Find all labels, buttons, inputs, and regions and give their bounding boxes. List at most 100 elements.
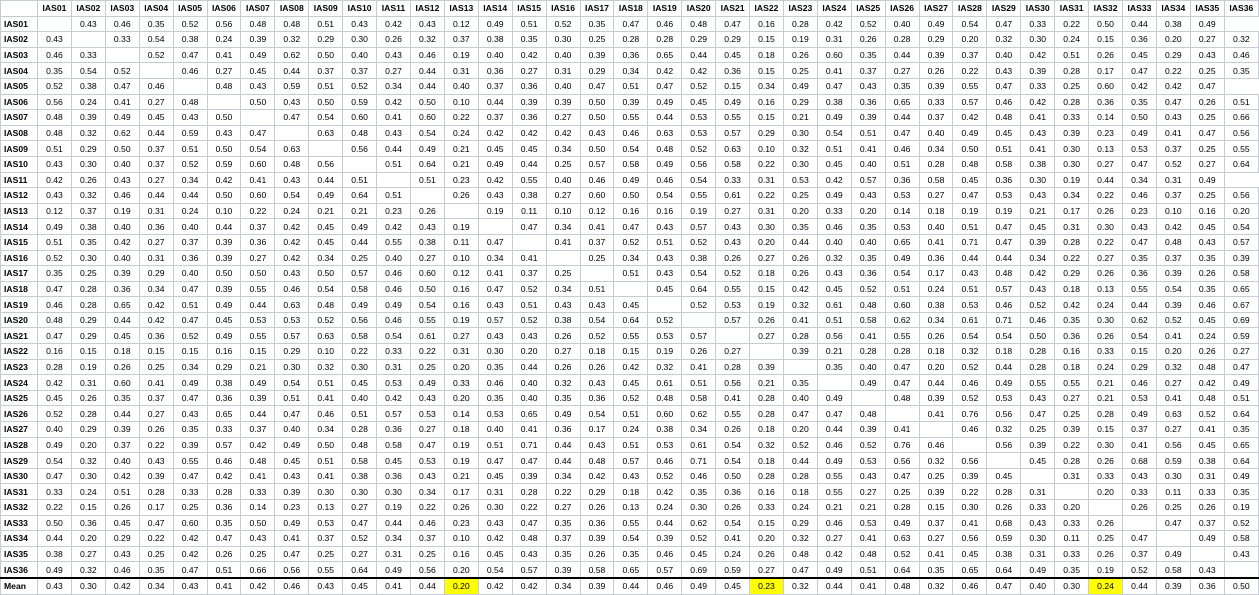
table-cell: 0.29 xyxy=(70,327,106,345)
table-cell: 0.33 xyxy=(715,171,751,189)
table-cell: 0.44 xyxy=(376,140,411,157)
table-cell: 0.20 xyxy=(1223,202,1259,220)
table-cell: 0.18 xyxy=(986,343,1022,360)
row-header: IAS28 xyxy=(0,436,38,454)
table-cell: 0.48 xyxy=(342,124,378,142)
table-cell: 0.52 xyxy=(681,140,717,157)
table-cell: 0.46 xyxy=(816,436,852,454)
table-cell: 0.37 xyxy=(104,436,140,454)
table-cell: 0.36 xyxy=(511,77,547,95)
table-cell: 0.27 xyxy=(1155,374,1191,391)
table-cell: 0.41 xyxy=(308,389,344,407)
column-header: IAS05 xyxy=(172,0,208,17)
table-cell: 0.25 xyxy=(342,249,378,267)
table-cell: 0.26 xyxy=(1189,265,1225,282)
row-header: IAS04 xyxy=(0,62,38,79)
table-cell: 0.37 xyxy=(952,46,988,64)
table-cell: 0.37 xyxy=(409,530,445,547)
table-cell: 0.37 xyxy=(70,202,106,220)
table-cell: 0.40 xyxy=(545,77,581,95)
table-cell: 0.25 xyxy=(884,483,920,500)
table-cell: 0.16 xyxy=(749,93,784,111)
mean-cell: 0.46 xyxy=(952,576,988,595)
table-cell: 0.15 xyxy=(613,343,649,360)
table-row: IAS11 0.42 0.26 0.43 0.27 0.34 0.42 0.41 0.43 0.4… xyxy=(0,171,1259,189)
table-cell: 0.24 xyxy=(715,545,751,563)
table-cell: 0.41 xyxy=(240,467,276,485)
table-cell: 0.40 xyxy=(342,46,378,64)
table-cell: 0.42 xyxy=(104,233,140,251)
table-cell: 0.27 xyxy=(1088,155,1123,173)
table-cell: 0.44 xyxy=(206,218,242,235)
table-cell: 0.29 xyxy=(782,93,818,111)
table-row: IAS09 0.51 0.29 0.50 0.37 0.51 0.50 0.54 0.63 0.5… xyxy=(0,140,1259,157)
mean-cell: 0.44 xyxy=(409,576,445,595)
table-cell: 0.52 xyxy=(172,15,208,33)
table-cell: 0.54 xyxy=(715,452,751,469)
table-cell: 0.20 xyxy=(1088,483,1123,500)
table-cell: 0.57 xyxy=(206,436,242,454)
table-cell: 0.27 xyxy=(1189,31,1225,48)
mean-cell: 0.49 xyxy=(681,576,717,595)
table-cell: 0.38 xyxy=(172,31,208,48)
table-cell: 0.35 xyxy=(104,389,140,407)
table-cell: 0.25 xyxy=(1155,499,1191,516)
table-cell: 0.17 xyxy=(1054,202,1090,220)
table-cell: 0.52 xyxy=(37,77,72,95)
table-cell: 0.37 xyxy=(1189,514,1225,532)
table-cell: 0.56 xyxy=(952,452,988,469)
table-cell: 0.57 xyxy=(511,561,547,579)
table-cell: 0.36 xyxy=(715,483,751,500)
table-cell: 0.48 xyxy=(206,77,242,95)
table-cell: 0.26 xyxy=(1088,265,1123,282)
table-cell: 0.39 xyxy=(749,358,784,376)
column-header: IAS35 xyxy=(1189,0,1225,17)
table-cell: 0.69 xyxy=(1223,311,1259,329)
table-cell: 0.42 xyxy=(579,467,615,485)
table-cell: 0.47 xyxy=(1189,77,1225,95)
table-cell: 0.68 xyxy=(1122,452,1157,469)
table-cell: 0.35 xyxy=(1189,249,1225,267)
table-cell: 0.22 xyxy=(749,155,784,173)
table-cell: 0.37 xyxy=(477,77,513,95)
table-cell: 0.53 xyxy=(409,452,445,469)
table-cell: 0.50 xyxy=(308,93,344,111)
table-cell: 0.52 xyxy=(37,249,72,267)
table-cell: 0.15 xyxy=(715,77,751,95)
table-cell: 0.64 xyxy=(342,187,378,204)
table-cell: 0.42 xyxy=(206,467,242,485)
table-cell: 0.34 xyxy=(1054,187,1090,204)
table-cell: 0.41 xyxy=(1189,421,1225,438)
table-cell: 0.40 xyxy=(850,358,886,376)
mean-cell: 0.39 xyxy=(1155,576,1191,595)
table-cell: 0.54 xyxy=(1155,280,1191,298)
table-cell: 0.47 xyxy=(1020,405,1056,423)
row-header: IAS13 xyxy=(0,202,38,220)
corner-cell xyxy=(0,0,38,17)
table-cell: 0.15 xyxy=(70,343,106,360)
table-cell: 0.50 xyxy=(1122,109,1157,126)
table-cell: 0.36 xyxy=(545,421,581,438)
table-cell: 0.45 xyxy=(986,467,1022,485)
table-cell: 0.49 xyxy=(409,374,445,391)
table-cell: 0.48 xyxy=(1155,233,1191,251)
table-cell: 0.58 xyxy=(681,389,717,407)
table-cell: 0.19 xyxy=(681,202,717,220)
mean-cell: 0.46 xyxy=(647,576,683,595)
table-cell: 0.46 xyxy=(1020,311,1056,329)
table-cell: 0.27 xyxy=(138,405,174,423)
table-cell: 0.44 xyxy=(782,452,818,469)
table-cell: 0.44 xyxy=(884,46,920,64)
table-cell: 0.28 xyxy=(1088,405,1123,423)
table-cell: 0.25 xyxy=(1189,140,1225,157)
table-cell: 0.40 xyxy=(511,389,547,407)
table-cell: 0.64 xyxy=(1223,405,1259,423)
table-cell: 0.44 xyxy=(104,311,140,329)
table-cell: 0.26 xyxy=(850,31,886,48)
table-cell: 0.42 xyxy=(952,109,988,126)
table-cell: 0.43 xyxy=(545,296,581,313)
table-cell: 0.41 xyxy=(376,109,411,126)
table-cell: 0.16 xyxy=(613,202,649,220)
table-cell: 0.59 xyxy=(342,93,378,111)
